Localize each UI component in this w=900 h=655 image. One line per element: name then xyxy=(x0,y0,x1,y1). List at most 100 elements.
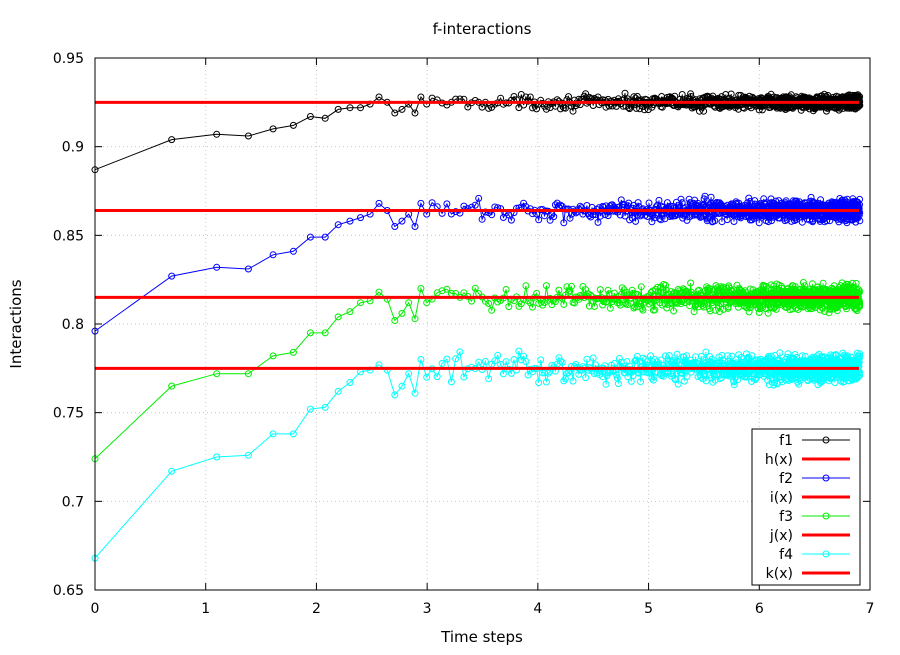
data-point-f2 xyxy=(594,218,602,226)
data-point-f4 xyxy=(168,467,176,475)
data-point-f3 xyxy=(706,307,714,315)
data-point-f4 xyxy=(855,373,862,381)
data-point-f4 xyxy=(456,348,464,356)
data-point-f3 xyxy=(321,329,329,337)
data-point-f2 xyxy=(856,217,864,225)
data-point-f4 xyxy=(544,369,552,377)
data-point-f4 xyxy=(667,372,675,380)
data-point-f3 xyxy=(357,299,364,307)
data-point-f2 xyxy=(655,196,663,204)
data-point-f2 xyxy=(645,199,653,207)
data-point-f2 xyxy=(269,251,277,259)
legend-label: f3 xyxy=(779,509,793,525)
data-point-f2 xyxy=(417,199,425,207)
data-point-f4 xyxy=(535,379,543,387)
legend-label: f4 xyxy=(779,547,793,563)
data-point-f4 xyxy=(840,378,848,386)
data-point-f4 xyxy=(827,351,835,359)
data-point-f3 xyxy=(555,286,563,294)
data-point-f4 xyxy=(778,378,786,386)
data-point-f4 xyxy=(398,382,406,390)
legend-label: f1 xyxy=(779,433,793,449)
data-point-f4 xyxy=(770,379,778,387)
data-point-f1 xyxy=(168,136,176,144)
data-point-f2 xyxy=(334,221,342,229)
data-point-f1 xyxy=(244,132,252,140)
data-point-f4 xyxy=(334,387,342,395)
data-point-f2 xyxy=(560,219,568,227)
data-point-f3 xyxy=(706,285,714,293)
data-point-f2 xyxy=(677,195,685,203)
data-point-f3 xyxy=(471,284,479,292)
data-point-f1 xyxy=(522,93,530,101)
x-tick-label: 2 xyxy=(312,601,321,617)
data-point-f1 xyxy=(529,104,536,112)
data-point-f4 xyxy=(644,369,652,377)
data-point-f3 xyxy=(488,306,496,314)
data-point-f1 xyxy=(321,114,329,122)
data-point-f4 xyxy=(673,350,681,358)
data-point-f3 xyxy=(460,289,468,297)
data-point-f2 xyxy=(391,223,399,230)
x-tick-label: 4 xyxy=(533,601,542,617)
data-point-f3 xyxy=(604,286,612,294)
data-point-f4 xyxy=(510,356,518,364)
data-point-f4 xyxy=(629,372,637,380)
data-point-f3 xyxy=(405,299,413,307)
data-point-f3 xyxy=(522,282,530,290)
data-point-f4 xyxy=(417,356,425,363)
data-point-f3 xyxy=(375,288,383,296)
x-tick-label: 1 xyxy=(201,601,210,617)
data-point-f2 xyxy=(723,216,731,224)
data-point-f3 xyxy=(517,300,525,308)
data-point-f1 xyxy=(632,104,640,112)
data-point-f3 xyxy=(662,281,669,289)
data-point-f1 xyxy=(417,93,425,101)
data-point-f4 xyxy=(730,381,738,389)
data-point-f3 xyxy=(213,370,221,378)
data-point-f1 xyxy=(542,105,550,113)
data-point-f2 xyxy=(855,205,863,212)
y-tick-label: 0.85 xyxy=(53,228,84,244)
data-point-f4 xyxy=(289,430,297,438)
data-point-f2 xyxy=(621,212,629,220)
legend-marker xyxy=(822,436,830,444)
data-point-f4 xyxy=(555,354,563,362)
data-point-f2 xyxy=(730,218,738,225)
data-point-f2 xyxy=(711,217,719,225)
data-point-f3 xyxy=(560,300,568,308)
data-point-f2 xyxy=(856,209,864,217)
data-point-f3 xyxy=(816,306,824,314)
data-point-f4 xyxy=(614,380,622,388)
data-point-f4 xyxy=(730,378,738,386)
data-point-f2 xyxy=(443,200,451,208)
data-point-f3 xyxy=(856,303,864,310)
data-point-f3 xyxy=(502,286,510,293)
data-point-f1 xyxy=(213,130,221,138)
x-tick-label: 6 xyxy=(755,601,764,617)
data-point-f2 xyxy=(507,216,515,224)
data-point-f3 xyxy=(764,309,772,317)
data-point-f2 xyxy=(604,212,612,220)
data-point-f2 xyxy=(550,213,558,221)
data-point-f4 xyxy=(683,352,690,360)
data-point-f3 xyxy=(630,304,638,312)
data-point-f3 xyxy=(585,302,593,310)
data-point-f4 xyxy=(612,371,620,379)
data-point-f2 xyxy=(346,217,354,225)
data-point-f4 xyxy=(856,372,864,379)
data-point-f4 xyxy=(702,348,710,356)
data-point-f3 xyxy=(568,282,575,290)
x-tick-label: 7 xyxy=(866,601,875,617)
data-point-f4 xyxy=(507,369,515,377)
legend-label: k(x) xyxy=(766,566,793,582)
data-point-f3 xyxy=(606,304,614,312)
data-point-f4 xyxy=(558,359,566,366)
y-tick-label: 0.65 xyxy=(53,583,84,599)
y-tick-label: 0.95 xyxy=(53,51,84,67)
data-point-f4 xyxy=(557,357,564,365)
data-point-f3 xyxy=(799,279,807,286)
data-point-f2 xyxy=(357,214,364,222)
data-point-f3 xyxy=(565,288,572,296)
